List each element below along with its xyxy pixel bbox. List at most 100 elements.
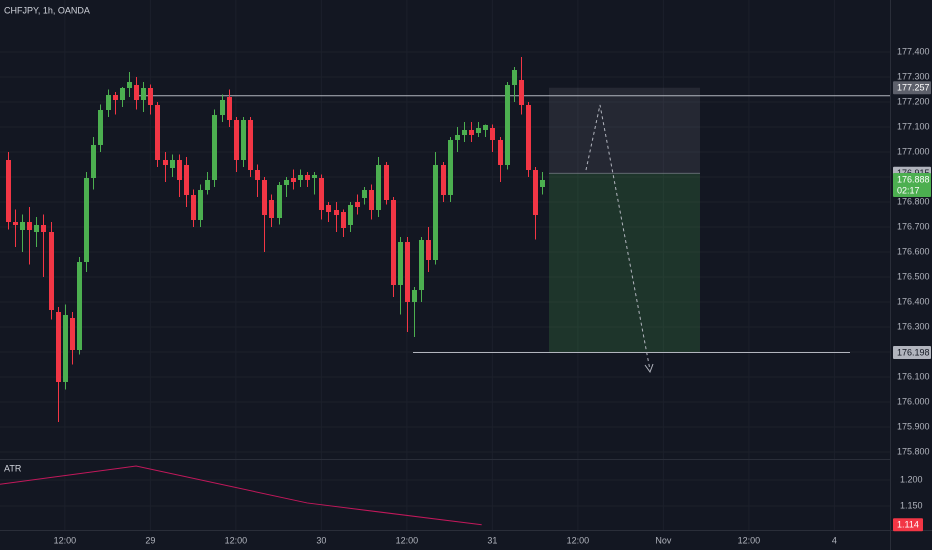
candle-body bbox=[369, 190, 374, 210]
candle-body bbox=[191, 195, 196, 220]
x-tick-label: 31 bbox=[487, 535, 497, 545]
x-tick-label: 30 bbox=[316, 535, 326, 545]
candle-body bbox=[326, 205, 331, 212]
countdown-label: 02:17 bbox=[897, 185, 920, 195]
chart-title: CHFJPY, 1h, OANDA bbox=[4, 5, 90, 15]
target-zone bbox=[549, 173, 700, 353]
candle-body bbox=[177, 160, 182, 180]
projection-arrow bbox=[644, 363, 654, 374]
candle-body bbox=[398, 242, 403, 285]
candle-body bbox=[98, 110, 103, 145]
candle-body bbox=[376, 165, 381, 210]
candle-body bbox=[526, 105, 531, 170]
x-tick-label: 29 bbox=[145, 535, 155, 545]
candle-body bbox=[519, 80, 524, 105]
candle-body bbox=[448, 140, 453, 195]
x-tick-label: 12:00 bbox=[567, 535, 590, 545]
y-tick-label: 176.600 bbox=[897, 246, 930, 256]
candle-body bbox=[41, 225, 46, 232]
candle-body bbox=[234, 120, 239, 160]
candle-body bbox=[91, 145, 96, 178]
candle-body bbox=[419, 240, 424, 290]
candle-body bbox=[405, 242, 410, 302]
candle-body bbox=[312, 175, 317, 178]
candle-body bbox=[134, 85, 139, 100]
candle-body bbox=[384, 165, 389, 200]
candle-body bbox=[412, 290, 417, 302]
candle-body bbox=[533, 170, 538, 215]
candle-body bbox=[462, 130, 467, 135]
y-tick-label: 176.700 bbox=[897, 221, 930, 231]
x-tick-label: 12:00 bbox=[738, 535, 761, 545]
candle-body bbox=[34, 225, 39, 232]
candle-body bbox=[441, 165, 446, 195]
last-price-bg bbox=[893, 173, 931, 197]
candle-body bbox=[20, 222, 25, 230]
x-tick-label: 12:00 bbox=[396, 535, 419, 545]
candle-body bbox=[49, 232, 54, 310]
candle-body bbox=[113, 95, 118, 100]
candle-body bbox=[291, 178, 296, 182]
candle-body bbox=[334, 210, 339, 215]
candle-body bbox=[220, 100, 225, 115]
candle-body bbox=[298, 175, 303, 180]
candle-body bbox=[284, 180, 289, 185]
projection-path bbox=[585, 104, 651, 371]
atr-value-label: 1.114 bbox=[897, 520, 919, 530]
candle-body bbox=[27, 222, 32, 230]
indicator-tick-label: 1.200 bbox=[900, 474, 923, 484]
y-tick-label: 176.500 bbox=[897, 271, 930, 281]
candle-body bbox=[127, 82, 132, 88]
candle-body bbox=[362, 190, 367, 198]
candle-body bbox=[391, 200, 396, 285]
candle-body bbox=[63, 315, 68, 382]
x-tick-label: 12:00 bbox=[225, 535, 248, 545]
candle-body bbox=[483, 125, 488, 130]
axes: 177.400177.300177.200177.100177.000176.9… bbox=[54, 46, 931, 545]
y-tick-label: 176.400 bbox=[897, 296, 930, 306]
candle-body bbox=[198, 190, 203, 220]
y-tick-label: 176.800 bbox=[897, 196, 930, 206]
candle-body bbox=[77, 262, 82, 350]
candle-body bbox=[476, 128, 481, 133]
candle-body bbox=[84, 178, 89, 262]
candle-body bbox=[348, 205, 353, 225]
candle-body bbox=[490, 128, 495, 140]
y-tick-label: 176.100 bbox=[897, 371, 930, 381]
y-tick-label: 176.000 bbox=[897, 396, 930, 406]
stop-price-label-bg bbox=[893, 81, 931, 95]
y-tick-label: 177.000 bbox=[897, 146, 930, 156]
candle-body bbox=[170, 160, 175, 168]
candle-body bbox=[6, 160, 11, 222]
candle-body bbox=[227, 97, 232, 120]
candle-body bbox=[433, 165, 438, 260]
candles bbox=[0, 57, 545, 526]
candle-body bbox=[106, 95, 111, 110]
candle-body bbox=[469, 130, 474, 135]
candle-body bbox=[262, 180, 267, 215]
y-tick-label: 177.400 bbox=[897, 46, 930, 56]
candle-body bbox=[212, 115, 217, 180]
candle-body bbox=[341, 212, 346, 228]
candle-body bbox=[505, 85, 510, 165]
x-tick-label: Nov bbox=[655, 535, 672, 545]
indicator-title: ATR bbox=[4, 463, 22, 473]
candle-body bbox=[269, 200, 274, 218]
candle-body bbox=[319, 178, 324, 210]
drawings bbox=[136, 87, 890, 374]
candle-body bbox=[205, 180, 210, 190]
candle-body bbox=[155, 105, 160, 160]
candle-body bbox=[184, 165, 189, 195]
candle-body bbox=[540, 180, 545, 187]
y-tick-label: 177.300 bbox=[897, 71, 930, 81]
candle-body bbox=[163, 160, 168, 165]
y-tick-label: 176.300 bbox=[897, 321, 930, 331]
target-price-label: 176.198 bbox=[897, 347, 930, 357]
x-tick-label: 12:00 bbox=[54, 535, 77, 545]
candle-body bbox=[56, 312, 61, 382]
candle-body bbox=[355, 202, 360, 207]
candle-body bbox=[241, 120, 246, 160]
candle-body bbox=[120, 88, 125, 100]
candle-body bbox=[305, 175, 310, 180]
